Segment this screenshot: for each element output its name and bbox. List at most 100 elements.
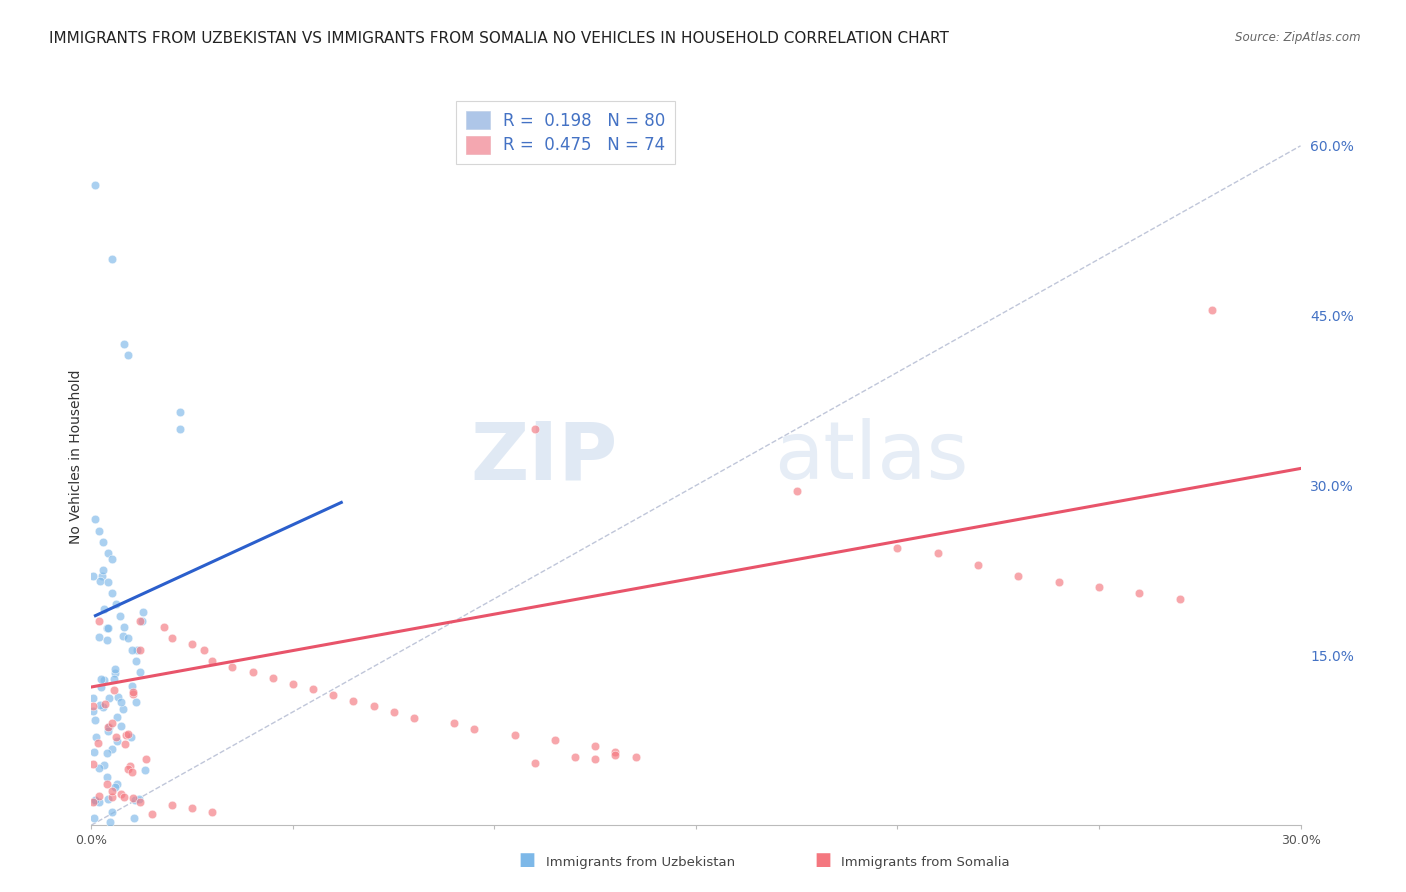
Point: [101, 742, 124, 756]
Point: [100, 805, 122, 820]
Point: [302, 682, 325, 697]
Point: [886, 541, 908, 555]
Point: [103, 673, 125, 687]
Point: [169, 422, 191, 436]
Point: [89, 574, 111, 588]
Point: [221, 659, 243, 673]
Y-axis label: No Vehicles in Household: No Vehicles in Household: [69, 370, 83, 544]
Point: [131, 614, 153, 628]
Point: [83, 745, 105, 759]
Point: [90, 672, 112, 686]
Point: [108, 608, 131, 623]
Point: [93, 602, 115, 616]
Point: [281, 676, 304, 690]
Point: [96, 574, 118, 589]
Point: [114, 738, 136, 752]
Point: [503, 727, 526, 741]
Point: [93, 563, 115, 577]
Point: [93, 673, 115, 687]
Point: [105, 777, 128, 791]
Point: [117, 727, 139, 741]
Point: [128, 642, 150, 657]
Point: [160, 632, 183, 646]
Point: [83, 794, 105, 808]
Point: [181, 637, 204, 651]
Point: [1007, 569, 1029, 583]
Point: [105, 710, 128, 724]
Point: [104, 598, 127, 612]
Point: [97, 720, 120, 734]
Point: [117, 632, 139, 646]
Text: ■: ■: [814, 851, 831, 869]
Point: [89, 524, 111, 538]
Point: [100, 586, 122, 600]
Point: [83, 811, 105, 825]
Point: [96, 622, 118, 636]
Point: [93, 535, 115, 549]
Point: [117, 762, 139, 776]
Point: [201, 805, 224, 819]
Point: [141, 806, 163, 821]
Point: [114, 728, 136, 742]
Point: [96, 746, 118, 760]
Point: [96, 777, 118, 791]
Point: [1128, 586, 1150, 600]
Point: [605, 744, 627, 758]
Point: [160, 797, 183, 812]
Point: [96, 724, 118, 739]
Point: [121, 679, 143, 693]
Point: [443, 716, 465, 731]
Text: Immigrants from Somalia: Immigrants from Somalia: [841, 855, 1010, 869]
Point: [91, 569, 114, 583]
Point: [87, 737, 110, 751]
Point: [94, 697, 117, 711]
Point: [96, 632, 118, 647]
Point: [93, 757, 115, 772]
Point: [201, 654, 224, 668]
Point: [153, 620, 176, 634]
Point: [564, 750, 586, 764]
Point: [112, 337, 135, 351]
Point: [128, 792, 150, 806]
Point: [121, 685, 143, 699]
Point: [82, 569, 104, 583]
Point: [87, 761, 110, 775]
Point: [128, 796, 150, 810]
Point: [262, 671, 284, 685]
Point: [100, 784, 122, 798]
Point: [927, 546, 949, 560]
Point: [111, 702, 134, 716]
Point: [134, 763, 156, 777]
Point: [124, 792, 146, 806]
Point: [624, 750, 647, 764]
Point: [93, 699, 115, 714]
Point: [84, 512, 107, 526]
Point: [363, 699, 385, 714]
Point: [125, 654, 148, 668]
Point: [242, 665, 264, 680]
Point: [112, 789, 135, 804]
Point: [605, 747, 627, 762]
Point: [97, 621, 120, 635]
Point: [967, 558, 990, 572]
Point: [544, 733, 567, 747]
Point: [82, 704, 104, 718]
Point: [120, 759, 142, 773]
Point: [132, 605, 155, 619]
Point: [84, 730, 107, 744]
Point: [1168, 591, 1191, 606]
Legend: R =  0.198   N = 80, R =  0.475   N = 74: R = 0.198 N = 80, R = 0.475 N = 74: [457, 101, 675, 164]
Point: [1201, 303, 1223, 318]
Point: [87, 795, 110, 809]
Text: Source: ZipAtlas.com: Source: ZipAtlas.com: [1236, 31, 1361, 45]
Point: [97, 721, 120, 735]
Point: [82, 757, 104, 772]
Point: [104, 780, 127, 794]
Point: [98, 691, 121, 706]
Point: [523, 756, 546, 770]
Point: [104, 666, 127, 681]
Point: [117, 348, 139, 362]
Point: [90, 680, 112, 694]
Point: [103, 682, 125, 697]
Point: [463, 722, 485, 736]
